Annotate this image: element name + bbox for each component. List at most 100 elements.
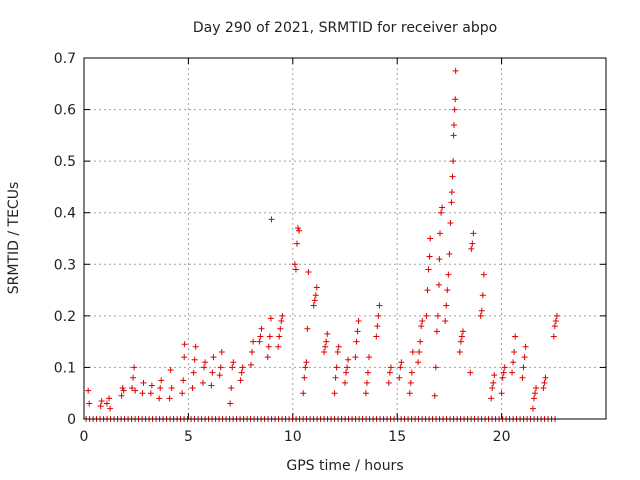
data-point [511,348,518,355]
data-point [450,122,457,129]
data-point [355,318,362,325]
data-point [248,361,255,368]
data-point [148,382,155,389]
data-point [301,374,308,381]
data-point [520,364,527,371]
data-point [521,354,528,361]
data-point [418,323,425,330]
data-point [119,385,126,392]
data-point [313,284,320,291]
data-point [118,392,125,399]
data-point [156,395,163,402]
data-point [237,377,244,384]
data-point [457,338,464,345]
y-tick-label: 0 [67,412,76,428]
data-point [489,385,496,392]
data-point [437,230,444,237]
x-tick-label: 5 [184,429,193,445]
data-point [296,227,303,234]
data-point [468,245,475,252]
data-point [202,359,209,366]
data-point [409,348,416,355]
data-point [436,256,443,263]
data-point [480,271,487,278]
data-point [103,400,110,407]
data-point [366,354,373,361]
data-point [498,390,505,397]
data-point [449,173,456,180]
data-point [107,405,114,412]
data-point [158,377,165,384]
data-point [277,325,284,332]
data-point [322,343,329,350]
data-point [553,312,560,319]
data-point [305,269,312,276]
data-point [373,333,380,340]
data-point [291,261,298,268]
data-point [450,132,457,139]
data-point [448,189,455,196]
data-point [189,385,196,392]
data-points [85,67,560,412]
data-point [512,333,519,340]
data-point [324,330,331,337]
data-point [385,379,392,386]
data-point [447,220,454,227]
data-point [444,287,451,294]
data-point [479,292,486,299]
data-point [470,230,477,237]
data-point [229,364,236,371]
data-point [230,359,237,366]
data-point [533,385,540,392]
data-point [257,333,264,340]
data-point [509,369,516,376]
data-point [140,379,147,386]
data-point [417,338,424,345]
y-tick-label: 0.5 [54,154,76,170]
data-point [431,392,438,399]
data-point [477,312,484,319]
x-tick-label: 10 [284,429,302,445]
data-point [353,338,360,345]
data-point [551,323,558,330]
data-point [387,364,394,371]
data-point [529,405,536,412]
data-point [106,395,113,402]
y-tick-label: 0.4 [54,206,76,222]
data-point [157,385,164,392]
data-point [302,364,309,371]
data-point [295,225,302,232]
data-point [139,390,146,397]
data-point [342,379,348,386]
data-point [488,395,495,402]
data-point [499,374,506,381]
x-tick-label: 15 [388,429,406,445]
x-axis-label: GPS time / hours [286,458,403,474]
data-point [491,372,498,379]
data-point [500,369,507,376]
data-point [218,348,225,355]
data-point [264,354,271,361]
data-point [147,390,154,397]
y-tick-label: 0.2 [54,309,76,325]
data-point [456,348,463,355]
data-point [343,369,350,376]
data-point [541,379,548,386]
x-tick-label: 20 [493,429,511,445]
y-tick-label: 0.3 [54,257,76,273]
data-point [190,369,197,376]
data-point [276,333,283,340]
data-point [522,343,529,350]
data-point [426,253,433,260]
x-axis-ticks: 0 5 10 15 20 [80,58,511,445]
y-tick-label: 0.6 [54,103,76,119]
data-point [438,209,445,216]
data-point [304,325,311,332]
data-point [363,379,370,386]
data-point [130,374,137,381]
data-point [423,312,430,319]
data-point [216,372,223,379]
data-point [406,390,413,397]
data-point [210,354,217,361]
data-point [249,348,256,355]
